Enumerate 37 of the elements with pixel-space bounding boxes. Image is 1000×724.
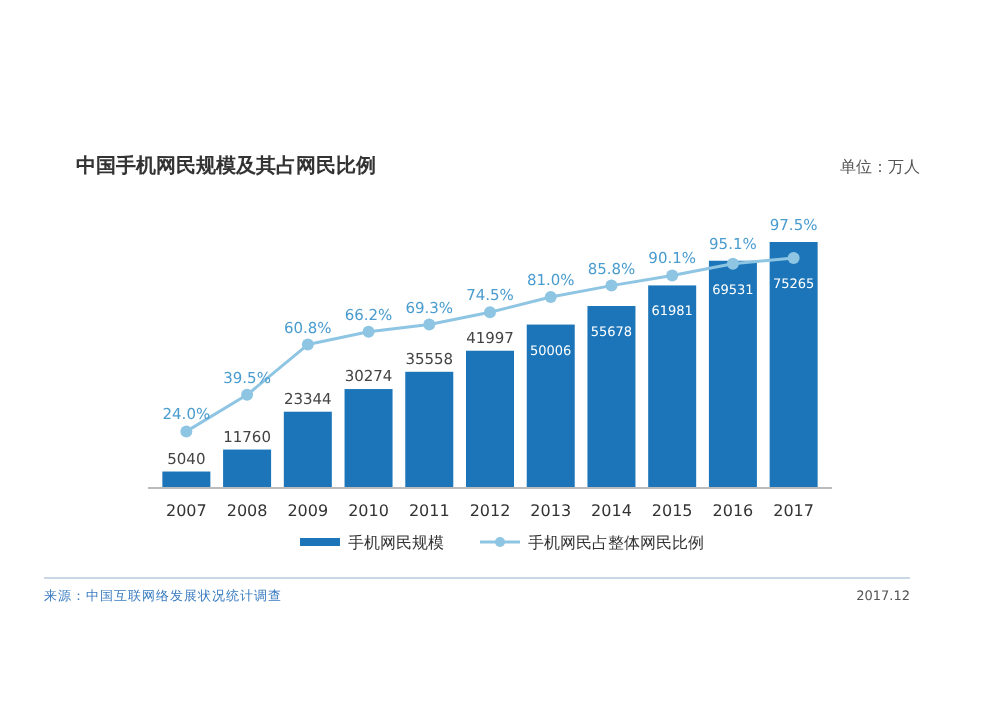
x-tick-label: 2017 [773, 502, 814, 520]
point [544, 290, 557, 303]
point [666, 269, 679, 282]
bar [405, 371, 454, 488]
x-tick-label: 2012 [469, 502, 511, 520]
point [180, 425, 193, 438]
x-tick-label: 2010 [348, 502, 389, 520]
x-tick-label: 2011 [408, 502, 450, 520]
x-tick-label: 2015 [651, 502, 693, 520]
point [423, 318, 436, 331]
point [787, 252, 800, 264]
legend-label: 手机网民占整体网民比例 [528, 534, 704, 552]
chart-title: 中国手机网民规模及其占网民比例 [76, 154, 376, 178]
bar [769, 242, 818, 488]
point [484, 306, 496, 319]
bar [223, 449, 272, 488]
bar [526, 324, 575, 488]
bar [466, 350, 514, 488]
bar [587, 306, 636, 488]
point [362, 325, 375, 338]
bar [283, 411, 332, 488]
x-tick-label: 2007 [166, 502, 207, 520]
point [241, 388, 254, 401]
x-tick-label: 2014 [591, 502, 632, 520]
point [726, 257, 739, 270]
x-tick-label: 2009 [287, 502, 329, 520]
x-tick-label: 2013 [530, 502, 572, 520]
bar [162, 471, 211, 488]
point [301, 338, 314, 351]
x-tick-label: 2016 [712, 502, 754, 520]
bar [708, 260, 757, 488]
x-tick-label: 2008 [226, 502, 268, 520]
bar [344, 389, 393, 488]
text: 单位：万人 [840, 158, 920, 176]
bar [648, 285, 697, 488]
point [605, 279, 618, 292]
legend-label: 手机网民规模 [348, 534, 444, 552]
